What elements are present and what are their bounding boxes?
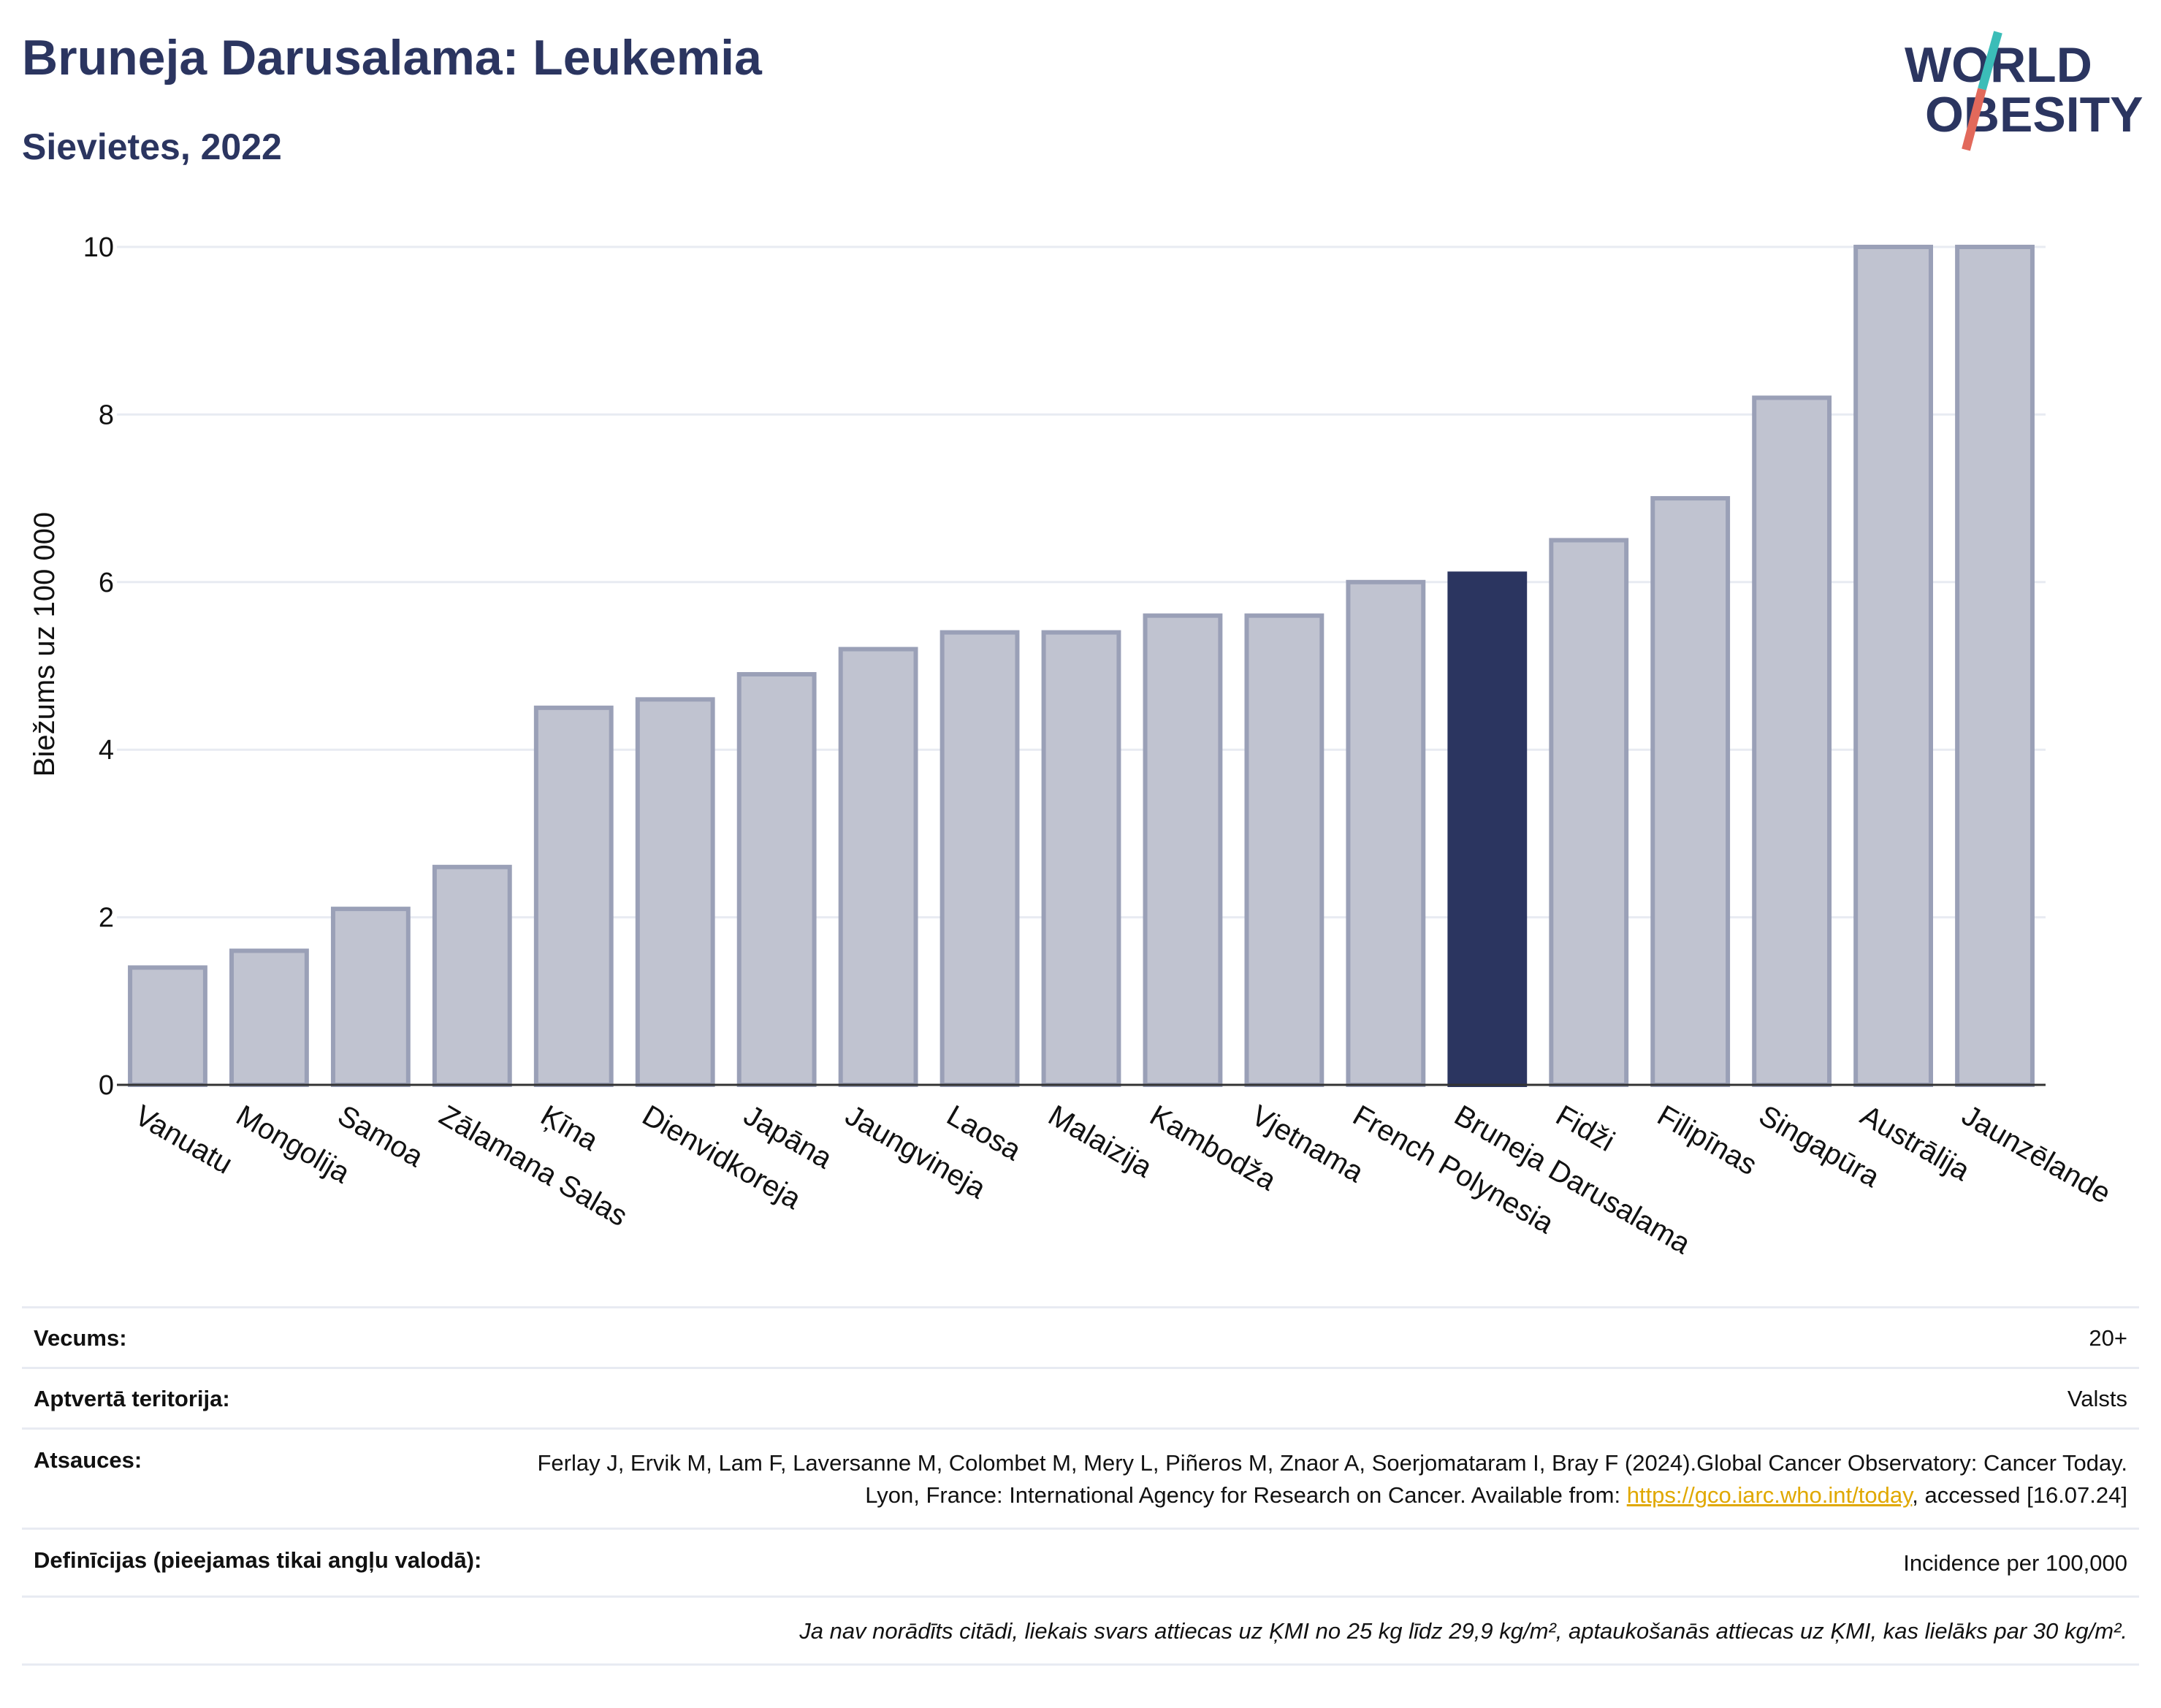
age-value: 20+ <box>2089 1325 2127 1351</box>
bar <box>635 697 715 1087</box>
bar <box>838 647 918 1087</box>
definitions-value: Incidence per 100,000 <box>1903 1550 2127 1576</box>
bar <box>432 864 512 1088</box>
info-row-references: Atsauces: Ferlay J, Ervik M, Lam F, Lave… <box>22 1427 2139 1528</box>
bar <box>1853 245 1933 1087</box>
bar <box>1346 579 1426 1087</box>
bar <box>533 705 614 1087</box>
bar <box>1549 538 1629 1087</box>
coverage-value: Valsts <box>2067 1386 2127 1411</box>
references-value: Ferlay J, Ervik M, Lam F, Laversanne M, … <box>484 1447 2127 1511</box>
footnote: Ja nav norādīts citādi, liekais svars at… <box>799 1618 2127 1644</box>
x-tick-label: Mongolija <box>231 1099 356 1190</box>
bar <box>1650 496 1731 1087</box>
coverage-label: Aptvertā teritorija: <box>34 1386 230 1411</box>
bar <box>330 907 411 1087</box>
references-accessed: , accessed [16.07.24] <box>1912 1482 2127 1508</box>
bar <box>229 948 309 1087</box>
info-row-definitions: Definīcijas (pieejamas tikai angļu valod… <box>22 1528 2139 1595</box>
y-tick-label: 2 <box>99 903 114 934</box>
y-tick-label: 6 <box>99 568 114 598</box>
references-label: Atsauces: <box>34 1447 142 1473</box>
page-title: Bruneja Darusalama: Leukemia <box>22 30 762 85</box>
bar <box>940 630 1020 1087</box>
y-tick-label: 10 <box>83 232 114 263</box>
x-tick-label: Vanuatu <box>129 1099 237 1181</box>
logo-slash-red <box>1962 88 1986 151</box>
x-tick-label: Malaizija <box>1043 1099 1158 1184</box>
bar <box>1752 395 1832 1087</box>
info-row-coverage: Aptvertā teritorija: Valsts <box>22 1367 2139 1427</box>
x-tick-label: Zālamana Salas <box>434 1099 633 1233</box>
info-row-age: Vecums: 20+ <box>22 1306 2139 1367</box>
references-link[interactable]: https://gco.iarc.who.int/today <box>1626 1482 1913 1508</box>
references-text: Ferlay J, Ervik M, Lam F, Laversanne M, … <box>537 1450 2127 1508</box>
page-subtitle: Sievietes, 2022 <box>22 126 282 167</box>
bar <box>1955 245 2035 1087</box>
world-obesity-logo: WORLD OBESITY <box>1905 31 2143 151</box>
x-tick-label: Fidži <box>1550 1099 1620 1158</box>
y-axis-label: Biežums uz 100 000 <box>28 512 61 777</box>
info-row-note: Ja nav norādīts citādi, liekais svars at… <box>22 1595 2139 1666</box>
bar <box>736 671 817 1087</box>
logo-slash-teal <box>1978 31 2002 91</box>
y-tick-label: 0 <box>99 1070 114 1101</box>
bar <box>128 965 207 1088</box>
x-tick-label: Filipīnas <box>1652 1099 1762 1182</box>
bar <box>1244 613 1325 1087</box>
y-tick-label: 8 <box>99 400 114 430</box>
y-tick-label: 4 <box>99 735 114 766</box>
bar <box>1143 613 1223 1087</box>
info-table: Vecums: 20+ Aptvertā teritorija: Valsts … <box>22 1306 2139 1666</box>
bar-highlighted <box>1447 571 1528 1087</box>
logo-line-obesity: OBESITY <box>1925 87 2143 142</box>
bar <box>1041 630 1121 1087</box>
x-tick-label: Ķīna <box>536 1099 604 1158</box>
age-label: Vecums: <box>34 1325 127 1351</box>
x-tick-label: Jaunzēlande <box>1956 1099 2116 1211</box>
definitions-label: Definīcijas (pieejamas tikai angļu valod… <box>34 1547 482 1573</box>
